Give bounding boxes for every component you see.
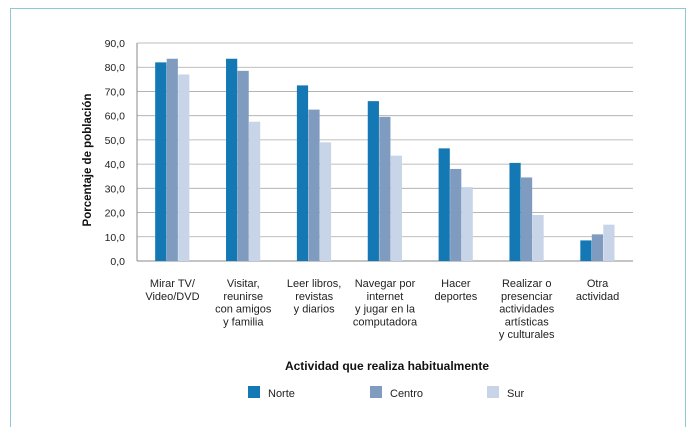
bars bbox=[155, 58, 615, 261]
category-labels: Mirar TV/Video/DVD Visitar, reunirse con am… bbox=[145, 278, 619, 341]
legend-swatch bbox=[248, 386, 260, 398]
bar-norte-1 bbox=[226, 58, 238, 261]
bar-norte-2 bbox=[296, 85, 309, 261]
bar-sur-5 bbox=[532, 214, 544, 261]
bar-centro-0 bbox=[166, 58, 178, 261]
category-label: Navegar por internet y jugar en la computad… bbox=[353, 278, 418, 328]
bar-centro-6 bbox=[591, 234, 604, 261]
category-label: Otra actividad bbox=[576, 278, 619, 303]
y-tick-label: 30,0 bbox=[105, 183, 126, 195]
bar-sur-3 bbox=[390, 155, 402, 261]
y-tick-label: 70,0 bbox=[105, 86, 126, 98]
y-tick-label: 60,0 bbox=[105, 111, 126, 123]
x-axis-label: Actividad que realiza habitualmente bbox=[285, 359, 489, 373]
y-tick-labels: 0,0 10,0 20,0 30,0 40,0 50,0 60,0 70,0 80,0 90,0 bbox=[105, 38, 126, 268]
category-label: Leer libros, revistas y diarios bbox=[287, 278, 341, 316]
y-axis-label: Porcentaje de población bbox=[82, 94, 94, 227]
y-tick-label: 10,0 bbox=[105, 232, 126, 244]
bar-sur-2 bbox=[319, 142, 332, 261]
legend: Norte Centro Sur bbox=[248, 386, 524, 400]
bar-sur-6 bbox=[603, 224, 615, 261]
y-tick-label: 20,0 bbox=[105, 208, 126, 220]
y-tick-label: 90,0 bbox=[105, 38, 126, 50]
category-label: Hacer deportes bbox=[434, 278, 477, 303]
y-tick-label: 50,0 bbox=[105, 135, 126, 147]
bar-centro-3 bbox=[379, 116, 391, 261]
bar-norte-0 bbox=[155, 62, 167, 261]
legend-swatch bbox=[487, 386, 499, 398]
y-tick-label: 80,0 bbox=[105, 62, 126, 74]
legend-label: Norte bbox=[268, 388, 295, 400]
bar-norte-3 bbox=[367, 101, 379, 261]
bar-centro-4 bbox=[450, 168, 462, 261]
bar-sur-4 bbox=[461, 187, 473, 261]
legend-label: Centro bbox=[390, 388, 423, 400]
bar-norte-4 bbox=[438, 148, 450, 261]
category-label: Mirar TV/Video/DVD bbox=[145, 278, 199, 303]
bar-sur-1 bbox=[249, 121, 261, 261]
chart-frame bbox=[10, 8, 686, 427]
y-tick-label: 40,0 bbox=[105, 159, 126, 171]
bar-centro-5 bbox=[520, 177, 533, 261]
legend-item-centro: Centro bbox=[370, 386, 423, 400]
bar-centro-2 bbox=[308, 109, 320, 261]
bar-norte-6 bbox=[580, 240, 592, 261]
y-tick-label: 0,0 bbox=[110, 256, 125, 268]
bar-sur-0 bbox=[178, 74, 190, 261]
legend-item-norte: Norte bbox=[248, 386, 295, 400]
legend-label: Sur bbox=[507, 388, 524, 400]
legend-swatch bbox=[370, 386, 382, 398]
bar-norte-5 bbox=[509, 162, 521, 261]
category-label: Realizar o presenciar actividades artística… bbox=[499, 278, 555, 341]
bar-centro-1 bbox=[237, 70, 249, 261]
legend-item-sur: Sur bbox=[487, 386, 524, 400]
category-label: Visitar, reunirse con amigos y familia bbox=[215, 278, 272, 328]
